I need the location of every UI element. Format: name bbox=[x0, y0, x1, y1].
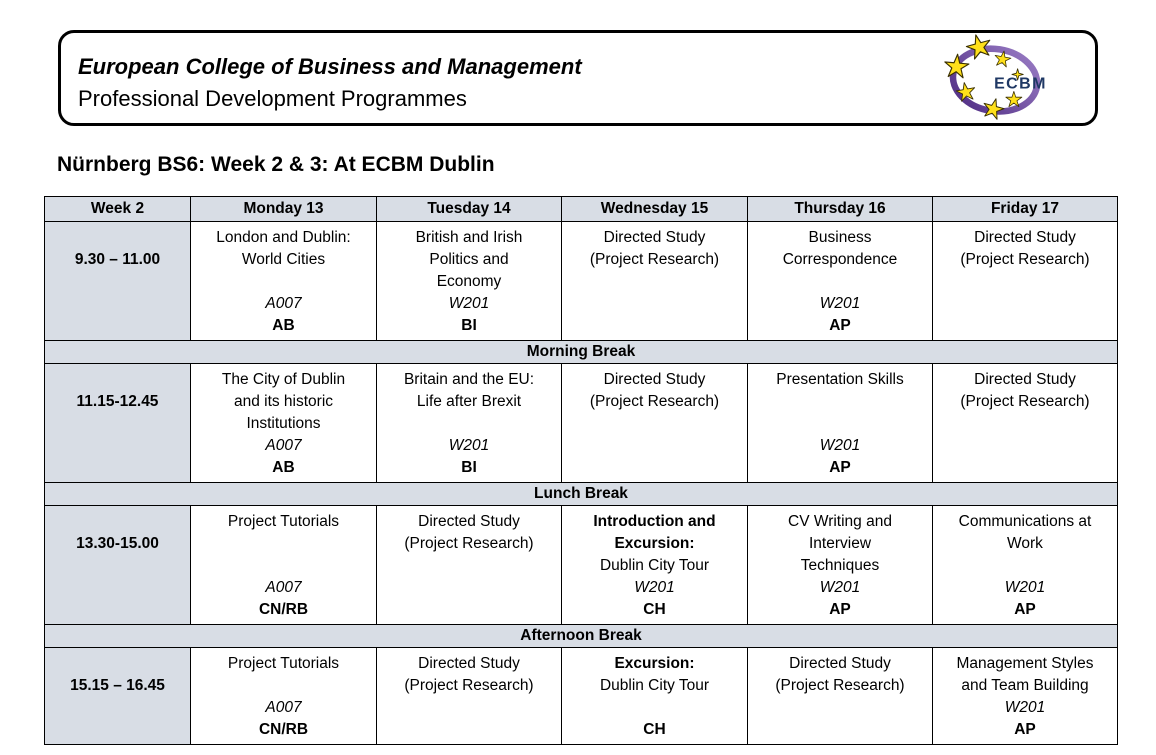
column-header-thursday-16: Thursday 16 bbox=[747, 196, 933, 222]
schedule-cell: London and Dublin: World Cities A007 AB bbox=[190, 221, 377, 341]
break-label: Morning Break bbox=[44, 340, 1118, 364]
schedule-cell: Directed Study (Project Research) bbox=[932, 363, 1118, 483]
column-header-wednesday-15: Wednesday 15 bbox=[561, 196, 748, 222]
time-cell: 9.30 – 11.00 bbox=[44, 221, 191, 341]
time-cell: 15.15 – 16.45 bbox=[44, 647, 191, 745]
ecbm-logo: ECBM bbox=[933, 34, 1059, 128]
schedule-row: 13.30-15.00 Project Tutorials A007 CN/RB Di… bbox=[44, 505, 1118, 625]
break-row: Lunch Break bbox=[44, 482, 1118, 506]
schedule-cell: Directed Study (Project Research) bbox=[561, 221, 748, 341]
schedule-cell: Excursion: Dublin City Tour CH bbox=[561, 647, 748, 745]
schedule-cell: Directed Study (Project Research) bbox=[561, 363, 748, 483]
time-cell: 13.30-15.00 bbox=[44, 505, 191, 625]
letterhead: European College of Business and Managem… bbox=[58, 30, 1098, 126]
break-label: Afternoon Break bbox=[44, 624, 1118, 648]
page-title: Nürnberg BS6: Week 2 & 3: At ECBM Dublin bbox=[57, 153, 495, 176]
timetable: Week 2 Monday 13 Tuesday 14 Wednesday 15 Thu… bbox=[44, 196, 1118, 745]
time-cell: 11.15-12.45 bbox=[44, 363, 191, 483]
schedule-cell: Directed Study (Project Research) bbox=[747, 647, 933, 745]
schedule-cell: Business Correspondence W201 AP bbox=[747, 221, 933, 341]
schedule-cell: Communications at Work W201 AP bbox=[932, 505, 1118, 625]
schedule-cell: Management Styles and Team Building W201 AP bbox=[932, 647, 1118, 745]
org-subtitle: Professional Development Programmes bbox=[78, 86, 467, 111]
schedule-row: 9.30 – 11.00 London and Dublin: World Citi… bbox=[44, 221, 1118, 341]
schedule-row: 11.15-12.45 The City of Dublin and its his… bbox=[44, 363, 1118, 483]
schedule-row: 15.15 – 16.45 Project Tutorials A007 CN/RB… bbox=[44, 647, 1118, 745]
schedule-cell: British and Irish Politics and Economy W201… bbox=[376, 221, 562, 341]
break-row: Afternoon Break bbox=[44, 624, 1118, 648]
schedule-cell: Directed Study (Project Research) bbox=[932, 221, 1118, 341]
schedule-cell: Project Tutorials A007 CN/RB bbox=[190, 647, 377, 745]
timetable-header-row: Week 2 Monday 13 Tuesday 14 Wednesday 15 Thu… bbox=[44, 196, 1118, 222]
org-name: European College of Business and Managem… bbox=[78, 54, 582, 79]
schedule-cell: The City of Dublin and its historic Instit… bbox=[190, 363, 377, 483]
column-header-monday-13: Monday 13 bbox=[190, 196, 377, 222]
schedule-cell: Directed Study (Project Research) bbox=[376, 647, 562, 745]
break-row: Morning Break bbox=[44, 340, 1118, 364]
column-header-tuesday-14: Tuesday 14 bbox=[376, 196, 562, 222]
break-label: Lunch Break bbox=[44, 482, 1118, 506]
schedule-cell: Project Tutorials A007 CN/RB bbox=[190, 505, 377, 625]
schedule-cell: Britain and the EU: Life after Brexit W20… bbox=[376, 363, 562, 483]
column-header-week-2: Week 2 bbox=[44, 196, 191, 222]
schedule-cell: CV Writing and Interview Techniques W201 AP bbox=[747, 505, 933, 625]
logo-wordmark: ECBM bbox=[994, 76, 1047, 93]
ecbm-logo-svg: ECBM bbox=[942, 34, 1047, 121]
schedule-cell: Presentation Skills W201 AP bbox=[747, 363, 933, 483]
schedule-cell: Introduction and Excursion: Dublin City To… bbox=[561, 505, 748, 625]
column-header-friday-17: Friday 17 bbox=[932, 196, 1118, 222]
schedule-cell: Directed Study (Project Research) bbox=[376, 505, 562, 625]
